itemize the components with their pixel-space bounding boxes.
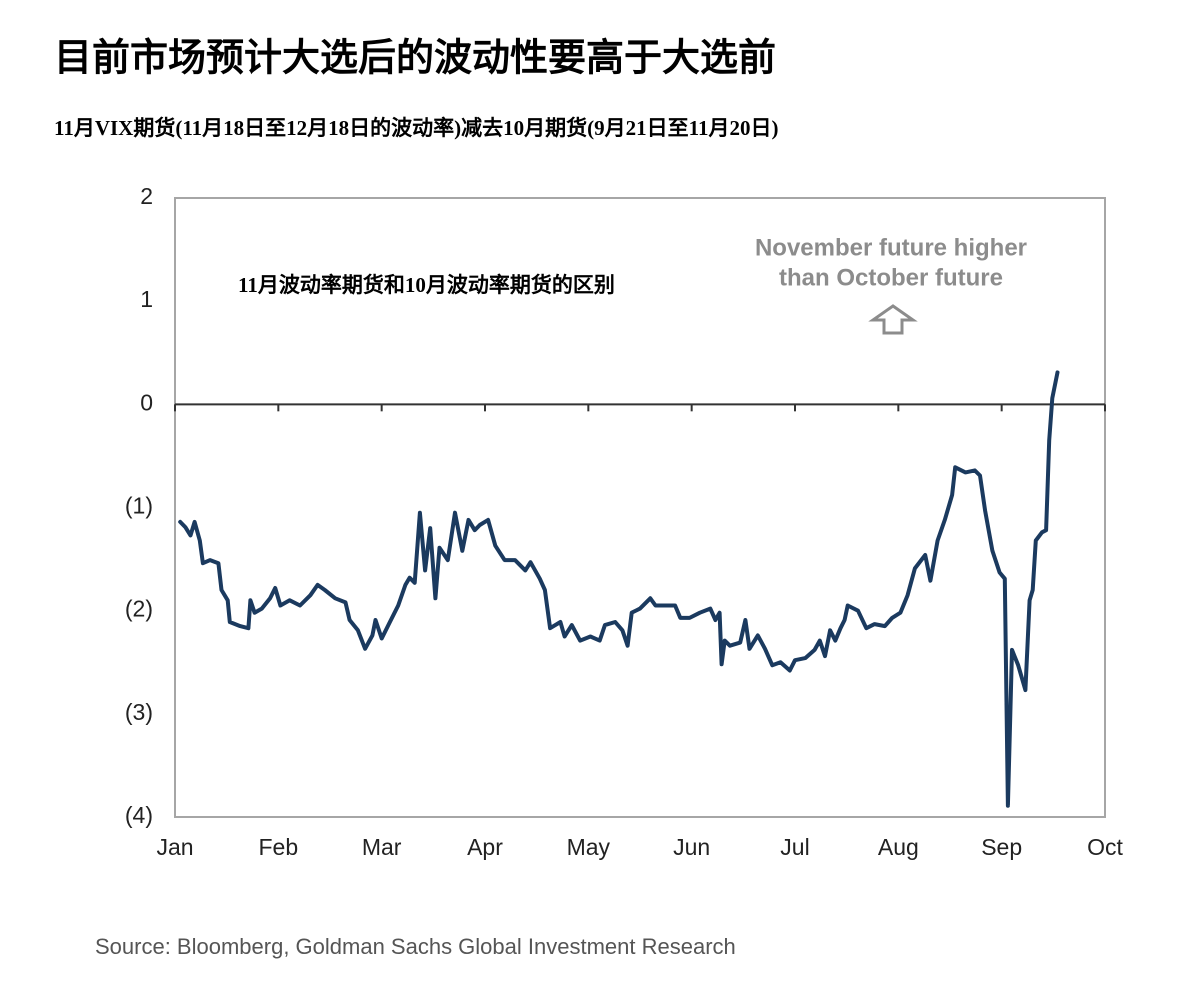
x-tick-label: Mar: [362, 834, 402, 860]
y-tick-label: 2: [140, 183, 153, 209]
annotation: than October future: [779, 264, 1003, 291]
y-tick-label: (4): [125, 802, 153, 828]
annotation: November future higher: [755, 234, 1027, 261]
source-note: Source: Bloomberg, Goldman Sachs Global …: [95, 934, 736, 959]
data-line: [178, 370, 1060, 808]
x-tick-label: Jul: [780, 834, 809, 860]
x-tick-label: May: [567, 834, 611, 860]
chart-subtitle: 11月VIX期货(11月18日至12月18日的波动率)减去10月期货(9月21日…: [54, 116, 779, 140]
arrow-icon: [868, 304, 918, 335]
y-tick-label: 1: [140, 286, 153, 312]
y-tick-label: (2): [125, 596, 153, 622]
x-tick-label: Aug: [878, 834, 919, 860]
annotation: 11月波动率期货和10月波动率期货的区别: [238, 273, 615, 297]
x-tick-label: Jan: [156, 834, 193, 860]
x-tick-label: Sep: [981, 834, 1022, 860]
y-tick-label: (3): [125, 699, 153, 725]
chart-title: 目前市场预计大选后的波动性要高于大选前: [54, 38, 776, 80]
y-tick-label: (1): [125, 493, 153, 519]
plot-frame: [174, 197, 1106, 818]
x-tick-label: Oct: [1087, 834, 1123, 860]
y-tick-label: 0: [140, 389, 153, 415]
x-tick-label: Feb: [259, 834, 299, 860]
x-tick-label: Apr: [467, 834, 503, 860]
x-tick-label: Jun: [673, 834, 710, 860]
